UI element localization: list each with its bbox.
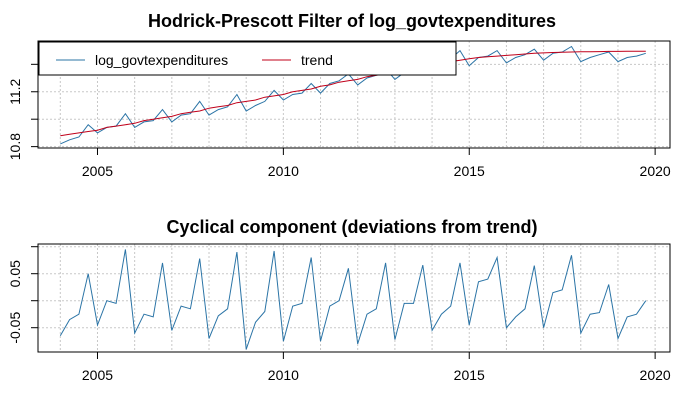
y-tick-label: 10.8 (7, 133, 23, 160)
x-tick-label: 2020 (640, 163, 671, 179)
series-line-log-govtexpenditures (60, 45, 646, 145)
grid (38, 244, 670, 352)
plot-frame (37, 243, 671, 353)
series-line-cyclical (59, 249, 647, 350)
x-tick-label: 2005 (82, 163, 113, 179)
x-tick-label: 2015 (454, 367, 485, 383)
legend-box (38, 41, 457, 76)
series-lines (60, 45, 646, 145)
cyclical-panel: Cyclical component (deviations from tren… (7, 217, 671, 383)
x-tick-label: 2020 (640, 367, 671, 383)
x-tick-label: 2015 (454, 163, 485, 179)
x-tick-label: 2010 (268, 367, 299, 383)
legend-label-log-govtexpenditures: log_govtexpenditures (95, 52, 228, 68)
y-axis: -0.05 0.05 (7, 246, 39, 344)
series-line-trend (60, 50, 646, 137)
y-axis: 10.8 11.2 (7, 63, 39, 160)
series-lines (59, 249, 647, 350)
chart-title: Cyclical component (deviations from tren… (166, 217, 537, 237)
y-tick-label: 11.2 (7, 78, 23, 104)
y-tick-label: 0.05 (7, 260, 23, 287)
y-tick-label: -0.05 (7, 312, 23, 344)
legend-label-trend: trend (301, 52, 333, 68)
x-tick-label: 2010 (268, 163, 299, 179)
x-axis: 2005 2010 2015 2020 (82, 351, 671, 383)
x-axis: 2005 2010 2015 2020 (82, 147, 671, 179)
legend: log_govtexpenditures trend (38, 41, 457, 76)
hp-filter-panel: Hodrick-Prescott Filter of log_govtexpen… (7, 11, 671, 179)
x-tick-label: 2005 (82, 367, 113, 383)
chart-title: Hodrick-Prescott Filter of log_govtexpen… (148, 11, 556, 31)
